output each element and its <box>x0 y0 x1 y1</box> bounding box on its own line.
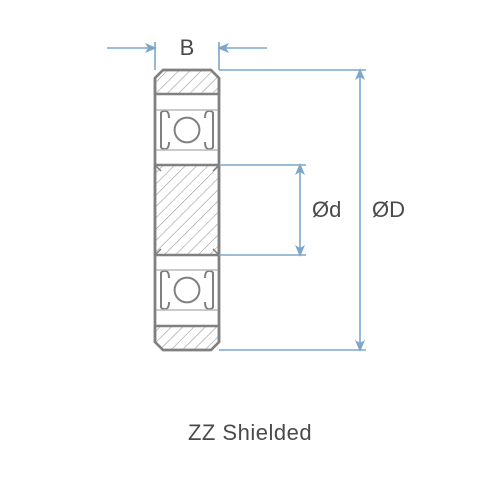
diagram-stage: B Ød ØD ZZ Shielded <box>0 0 500 500</box>
label-outer-diameter: ØD <box>372 197 405 222</box>
label-inner-diameter: Ød <box>312 197 341 222</box>
label-width-B: B <box>180 35 195 60</box>
caption: ZZ Shielded <box>0 420 500 446</box>
